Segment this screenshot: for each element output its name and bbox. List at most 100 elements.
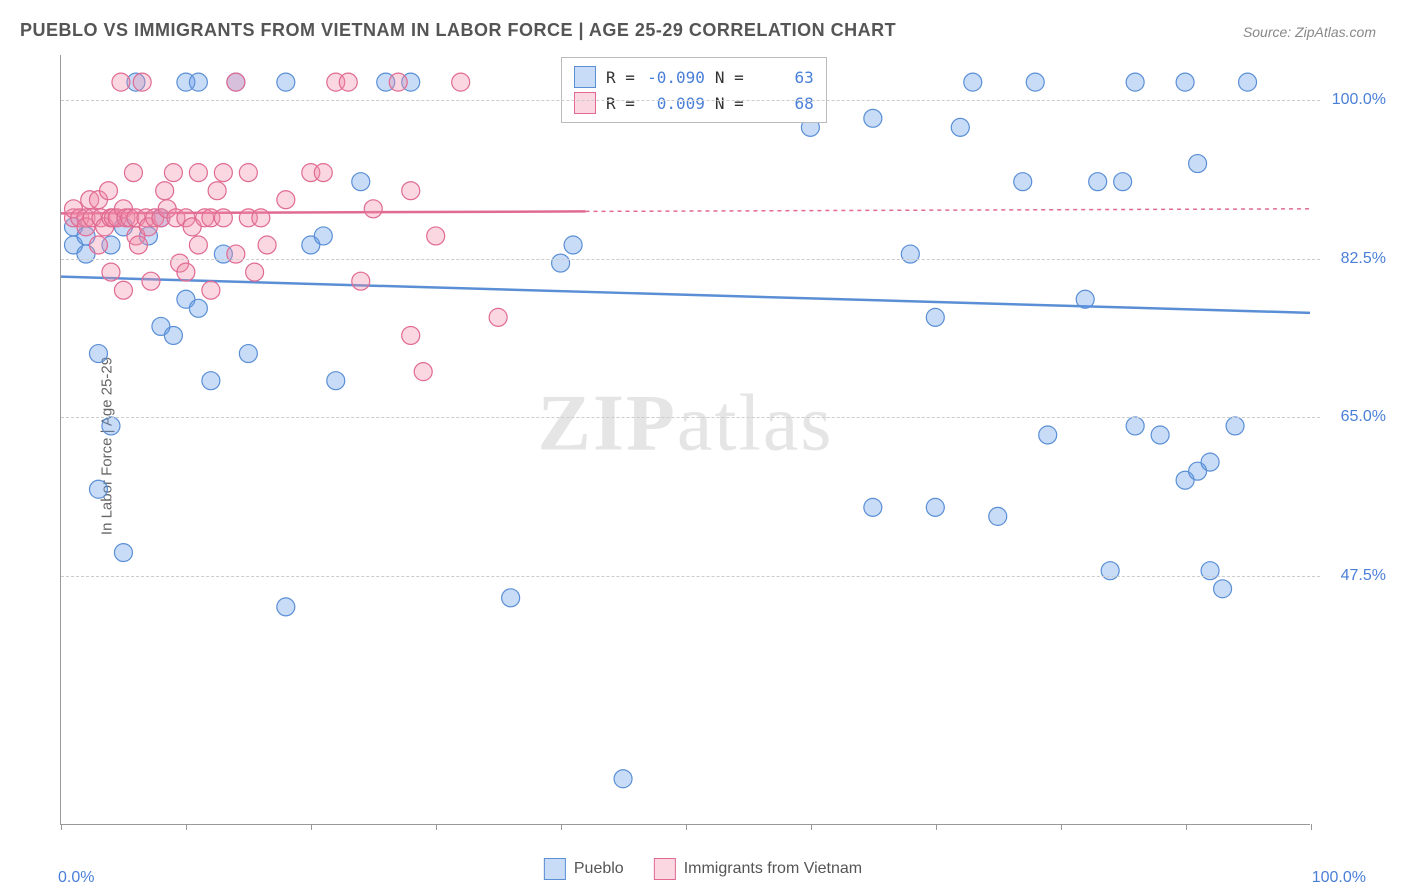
chart-container: PUEBLO VS IMMIGRANTS FROM VIETNAM IN LAB…	[0, 0, 1406, 892]
scatter-point	[246, 263, 264, 281]
scatter-point	[277, 598, 295, 616]
scatter-point	[1239, 73, 1257, 91]
scatter-point	[252, 209, 270, 227]
legend-label-pueblo: Pueblo	[574, 860, 624, 878]
swatch-pueblo	[574, 66, 596, 88]
scatter-point	[277, 191, 295, 209]
scatter-point	[1201, 562, 1219, 580]
scatter-point	[124, 164, 142, 182]
scatter-point	[402, 182, 420, 200]
scatter-point	[502, 589, 520, 607]
scatter-point	[189, 236, 207, 254]
scatter-point	[114, 544, 132, 562]
scatter-point	[1026, 73, 1044, 91]
scatter-point	[202, 372, 220, 390]
stats-row-pueblo: R = -0.090 N = 63	[574, 64, 814, 90]
scatter-point	[327, 372, 345, 390]
scatter-point	[102, 417, 120, 435]
scatter-point	[964, 73, 982, 91]
xtick	[686, 824, 687, 830]
gridline-h	[61, 259, 1320, 260]
xtick	[1061, 824, 1062, 830]
scatter-point	[364, 200, 382, 218]
scatter-point	[414, 363, 432, 381]
n-label: N =	[715, 68, 744, 87]
scatter-point	[1214, 580, 1232, 598]
legend-swatch-pueblo	[544, 858, 566, 880]
r-label: R =	[606, 94, 635, 113]
scatter-point	[114, 281, 132, 299]
xtick	[61, 824, 62, 830]
scatter-point	[339, 73, 357, 91]
scatter-point	[1014, 173, 1032, 191]
r-label: R =	[606, 68, 635, 87]
scatter-point	[1114, 173, 1132, 191]
scatter-point	[112, 73, 130, 91]
xtick	[936, 824, 937, 830]
scatter-point	[1189, 155, 1207, 173]
scatter-point	[214, 164, 232, 182]
scatter-point	[189, 73, 207, 91]
ytick-label: 65.0%	[1341, 408, 1386, 426]
scatter-point	[1089, 173, 1107, 191]
legend-item-pueblo: Pueblo	[544, 858, 624, 880]
legend-label-vietnam: Immigrants from Vietnam	[684, 860, 862, 878]
xtick	[1186, 824, 1187, 830]
scatter-point	[99, 182, 117, 200]
scatter-point	[989, 507, 1007, 525]
scatter-point	[142, 272, 160, 290]
scatter-point	[314, 227, 332, 245]
scatter-point	[926, 308, 944, 326]
scatter-point	[129, 236, 147, 254]
chart-title: PUEBLO VS IMMIGRANTS FROM VIETNAM IN LAB…	[20, 20, 896, 41]
scatter-point	[1151, 426, 1169, 444]
scatter-point	[1176, 73, 1194, 91]
scatter-point	[314, 164, 332, 182]
scatter-point	[452, 73, 470, 91]
scatter-point	[926, 498, 944, 516]
plot-area: ZIPatlas R = -0.090 N = 63 R = 0.009 N =…	[60, 55, 1310, 825]
scatter-point	[552, 254, 570, 272]
bottom-legend: Pueblo Immigrants from Vietnam	[544, 858, 862, 880]
r-value-pueblo: -0.090	[645, 68, 705, 87]
scatter-point	[489, 308, 507, 326]
scatter-point	[389, 73, 407, 91]
xtick	[311, 824, 312, 830]
scatter-point	[402, 326, 420, 344]
n-value-pueblo: 63	[754, 68, 814, 87]
swatch-vietnam	[574, 92, 596, 114]
scatter-point	[1126, 417, 1144, 435]
scatter-point	[156, 182, 174, 200]
scatter-point	[164, 164, 182, 182]
scatter-point	[1126, 73, 1144, 91]
source-label: Source: ZipAtlas.com	[1243, 24, 1376, 40]
scatter-point	[352, 272, 370, 290]
scatter-point	[102, 263, 120, 281]
scatter-point	[1076, 290, 1094, 308]
scatter-point	[864, 498, 882, 516]
legend-swatch-vietnam	[654, 858, 676, 880]
ytick-label: 100.0%	[1332, 91, 1386, 109]
xtick	[186, 824, 187, 830]
scatter-point	[202, 281, 220, 299]
scatter-point	[427, 227, 445, 245]
scatter-point	[89, 345, 107, 363]
scatter-point	[189, 299, 207, 317]
legend-item-vietnam: Immigrants from Vietnam	[654, 858, 862, 880]
scatter-point	[227, 245, 245, 263]
scatter-point	[214, 209, 232, 227]
xtick	[811, 824, 812, 830]
scatter-point	[239, 345, 257, 363]
x-max-label: 100.0%	[1312, 869, 1366, 887]
scatter-point	[89, 236, 107, 254]
ytick-label: 47.5%	[1341, 567, 1386, 585]
ytick-label: 82.5%	[1341, 250, 1386, 268]
scatter-point	[189, 164, 207, 182]
scatter-point	[352, 173, 370, 191]
scatter-point	[133, 73, 151, 91]
x-min-label: 0.0%	[58, 869, 94, 887]
n-value-vietnam: 68	[754, 94, 814, 113]
scatter-point	[901, 245, 919, 263]
scatter-point	[258, 236, 276, 254]
scatter-point	[239, 164, 257, 182]
